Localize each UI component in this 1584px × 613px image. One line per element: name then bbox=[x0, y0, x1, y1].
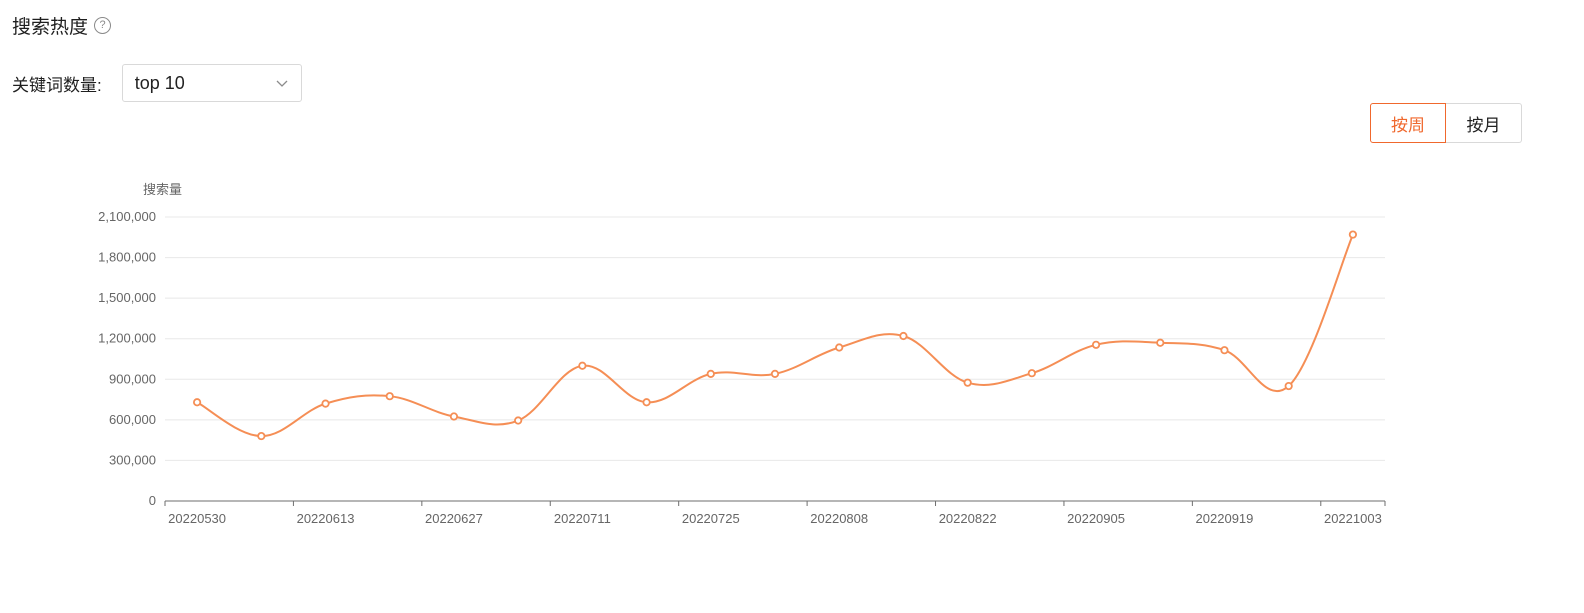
x-tick-label: 20221003 bbox=[1324, 511, 1382, 526]
by-month-button[interactable]: 按月 bbox=[1446, 103, 1522, 143]
x-tick-label: 20220808 bbox=[810, 511, 868, 526]
y-tick-label: 1,800,000 bbox=[98, 250, 156, 265]
y-tick-label: 900,000 bbox=[109, 371, 156, 386]
data-point bbox=[706, 369, 715, 378]
data-point bbox=[770, 369, 780, 378]
keyword-count-select[interactable]: top 10 bbox=[121, 64, 302, 102]
keyword-count-filter: 关键词数量: top 10 bbox=[12, 64, 302, 102]
y-tick-label: 1,500,000 bbox=[98, 290, 156, 305]
x-tick-label: 20220711 bbox=[554, 511, 611, 526]
keyword-count-label: 关键词数量: bbox=[12, 75, 102, 95]
data-point bbox=[1091, 340, 1101, 349]
data-point bbox=[642, 398, 651, 407]
keyword-count-value: top 10 bbox=[134, 72, 185, 93]
data-point bbox=[193, 398, 202, 407]
data-point bbox=[899, 331, 908, 341]
data-point bbox=[578, 361, 587, 370]
data-point bbox=[257, 431, 266, 441]
x-tick-label: 20220530 bbox=[168, 511, 226, 526]
data-point bbox=[321, 399, 330, 408]
x-tick-label: 20220613 bbox=[297, 511, 355, 526]
x-tick-label: 20220627 bbox=[425, 511, 483, 526]
page-title: 搜索热度 bbox=[12, 17, 89, 38]
data-point bbox=[1284, 381, 1293, 391]
help-icon[interactable]: ? bbox=[94, 17, 112, 34]
chevron-down-icon bbox=[276, 80, 288, 87]
y-tick-label: 2,100,000 bbox=[98, 209, 156, 224]
x-tick-label: 20220725 bbox=[682, 511, 740, 526]
data-point bbox=[514, 416, 523, 425]
y-tick-label: 0 bbox=[149, 493, 156, 508]
data-point bbox=[1156, 338, 1165, 347]
y-tick-label: 300,000 bbox=[109, 452, 156, 467]
y-tick-label: 600,000 bbox=[109, 412, 156, 427]
x-tick-label: 20220905 bbox=[1067, 511, 1125, 526]
data-point bbox=[835, 343, 844, 352]
data-point bbox=[1027, 369, 1036, 378]
data-point bbox=[385, 392, 394, 401]
series-line bbox=[196, 234, 1354, 438]
by-week-button[interactable]: 按周 bbox=[1370, 103, 1446, 143]
data-point bbox=[1348, 230, 1357, 239]
y-tick-label: 1,200,000 bbox=[98, 331, 156, 346]
section-header: 搜索热度 ? bbox=[12, 12, 112, 39]
data-point bbox=[963, 378, 972, 387]
x-tick-label: 20220822 bbox=[939, 511, 997, 526]
data-point bbox=[449, 412, 459, 421]
data-point bbox=[1220, 346, 1229, 355]
y-axis-title: 搜索量 bbox=[143, 182, 182, 197]
x-tick-label: 20220919 bbox=[1196, 511, 1254, 526]
period-toggle: 按周 按月 bbox=[1370, 103, 1522, 143]
